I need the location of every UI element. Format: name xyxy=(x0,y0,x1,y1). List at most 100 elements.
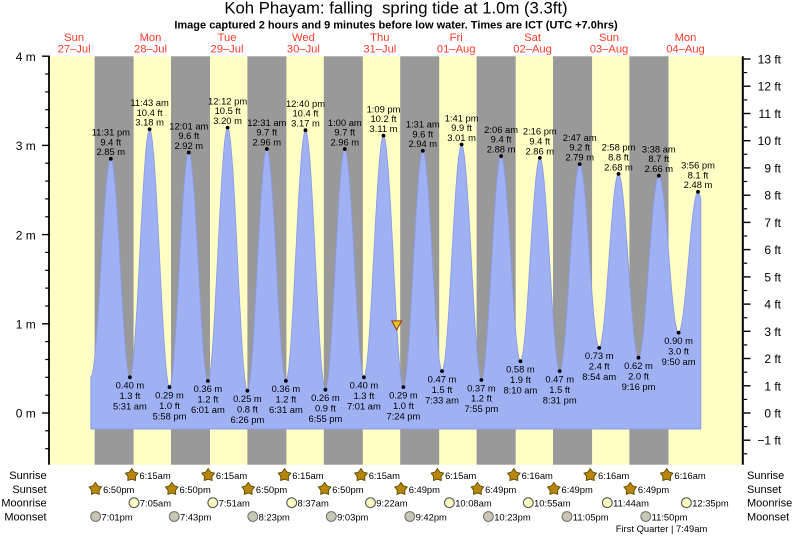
svg-text:6:16am: 6:16am xyxy=(598,470,629,481)
svg-text:6:50pm: 6:50pm xyxy=(332,484,363,495)
svg-text:12:12 pm: 12:12 pm xyxy=(208,95,247,106)
svg-text:2 ft: 2 ft xyxy=(764,352,781,366)
svg-text:1.0 ft: 1.0 ft xyxy=(159,400,180,411)
svg-text:0.37 m: 0.37 m xyxy=(467,382,496,393)
svg-text:10.2 ft: 10.2 ft xyxy=(370,113,396,124)
svg-text:Koh Phayam: falling spring ti: Koh Phayam: falling spring tide at 1.0m … xyxy=(224,0,567,17)
svg-text:8.8 ft: 8.8 ft xyxy=(608,151,629,162)
svg-text:2.94 m: 2.94 m xyxy=(408,138,437,149)
svg-text:2.96 m: 2.96 m xyxy=(330,136,359,147)
svg-text:9.6 ft: 9.6 ft xyxy=(178,130,199,141)
svg-text:Sunset: Sunset xyxy=(747,484,781,496)
svg-text:Fri: Fri xyxy=(450,32,463,44)
svg-text:3:56 pm: 3:56 pm xyxy=(681,160,715,171)
svg-text:Mon: Mon xyxy=(140,32,162,44)
svg-text:7:24 pm: 7:24 pm xyxy=(386,410,420,421)
svg-text:First Quarter | 7:49am: First Quarter | 7:49am xyxy=(616,523,708,534)
svg-text:02–Aug: 02–Aug xyxy=(513,43,552,55)
svg-text:8:54 am: 8:54 am xyxy=(582,371,616,382)
svg-text:2.0 ft: 2.0 ft xyxy=(628,370,649,381)
svg-text:0 ft: 0 ft xyxy=(764,407,781,421)
svg-text:6:55 pm: 6:55 pm xyxy=(308,413,342,424)
svg-text:6:50pm: 6:50pm xyxy=(103,484,134,495)
svg-text:2.79 m: 2.79 m xyxy=(565,152,594,163)
svg-text:1.2 ft: 1.2 ft xyxy=(197,394,218,405)
svg-text:4 m: 4 m xyxy=(16,50,36,64)
svg-text:3.01 m: 3.01 m xyxy=(447,132,476,143)
svg-text:Sat: Sat xyxy=(524,32,542,44)
svg-text:29–Jul: 29–Jul xyxy=(211,43,244,55)
svg-text:13 ft: 13 ft xyxy=(758,53,782,67)
svg-text:Moonset: Moonset xyxy=(747,511,789,523)
svg-text:6:15am: 6:15am xyxy=(292,470,323,481)
svg-text:9:42pm: 9:42pm xyxy=(416,511,447,522)
svg-text:0 m: 0 m xyxy=(16,407,36,421)
svg-text:1.5 ft: 1.5 ft xyxy=(549,384,570,395)
svg-text:9 ft: 9 ft xyxy=(764,161,781,175)
svg-text:31–Jul: 31–Jul xyxy=(363,43,396,55)
svg-text:9.4 ft: 9.4 ft xyxy=(100,136,121,147)
svg-text:03–Aug: 03–Aug xyxy=(590,43,629,55)
svg-text:8:10 am: 8:10 am xyxy=(503,385,537,396)
svg-text:2.68 m: 2.68 m xyxy=(604,161,633,172)
svg-text:11:44am: 11:44am xyxy=(613,498,649,509)
svg-text:6:16am: 6:16am xyxy=(674,470,705,481)
svg-text:9.2 ft: 9.2 ft xyxy=(569,142,590,153)
svg-text:8 ft: 8 ft xyxy=(764,189,781,203)
svg-text:1.3 ft: 1.3 ft xyxy=(119,390,140,401)
svg-text:12:35pm: 12:35pm xyxy=(692,498,729,509)
svg-text:6:49pm: 6:49pm xyxy=(409,484,440,495)
svg-text:6:15am: 6:15am xyxy=(139,470,170,481)
svg-text:9:50 am: 9:50 am xyxy=(662,356,696,367)
svg-text:0.25 m: 0.25 m xyxy=(233,393,262,404)
svg-text:6:49pm: 6:49pm xyxy=(638,484,669,495)
svg-text:Image captured 2 hours and 9 m: Image captured 2 hours and 9 minutes bef… xyxy=(174,19,618,31)
svg-text:2 m: 2 m xyxy=(16,228,36,242)
svg-text:1:09 pm: 1:09 pm xyxy=(367,103,401,114)
svg-text:0.62 m: 0.62 m xyxy=(624,360,653,371)
svg-text:0.29 m: 0.29 m xyxy=(389,389,418,400)
svg-text:7 ft: 7 ft xyxy=(764,216,781,230)
svg-text:6:16am: 6:16am xyxy=(522,470,553,481)
svg-text:8:31 pm: 8:31 pm xyxy=(543,394,577,405)
svg-text:12:31 am: 12:31 am xyxy=(247,117,286,128)
svg-text:30–Jul: 30–Jul xyxy=(287,43,320,55)
svg-text:11:05pm: 11:05pm xyxy=(573,511,609,522)
svg-text:1.0 ft: 1.0 ft xyxy=(393,400,414,411)
svg-text:6:15am: 6:15am xyxy=(369,470,400,481)
svg-text:8.1 ft: 8.1 ft xyxy=(688,169,709,180)
svg-text:2.4 ft: 2.4 ft xyxy=(589,361,610,372)
svg-text:7:55 pm: 7:55 pm xyxy=(464,403,498,414)
svg-text:2:47 am: 2:47 am xyxy=(563,132,597,143)
svg-text:3.11 m: 3.11 m xyxy=(370,123,398,134)
svg-text:2.86 m: 2.86 m xyxy=(525,145,554,156)
svg-text:Mon: Mon xyxy=(675,32,697,44)
svg-text:0.73 m: 0.73 m xyxy=(585,350,614,361)
svg-text:−1 ft: −1 ft xyxy=(757,434,781,448)
svg-text:0.36 m: 0.36 m xyxy=(194,383,223,394)
svg-text:0.36 m: 0.36 m xyxy=(272,383,301,394)
svg-text:6:01 am: 6:01 am xyxy=(191,404,225,415)
svg-text:28–Jul: 28–Jul xyxy=(134,43,167,55)
svg-text:0.9 ft: 0.9 ft xyxy=(315,403,336,414)
svg-text:7:05am: 7:05am xyxy=(140,498,171,509)
svg-text:0.47 m: 0.47 m xyxy=(428,373,457,384)
svg-text:6 ft: 6 ft xyxy=(764,243,781,257)
svg-text:5:58 pm: 5:58 pm xyxy=(153,410,187,421)
svg-text:1.9 ft: 1.9 ft xyxy=(510,374,531,385)
svg-text:6:49pm: 6:49pm xyxy=(562,484,593,495)
svg-text:3.17 m: 3.17 m xyxy=(291,118,320,129)
svg-text:2.88 m: 2.88 m xyxy=(487,144,516,155)
svg-text:1:00 am: 1:00 am xyxy=(328,117,362,128)
svg-text:6:50pm: 6:50pm xyxy=(256,484,287,495)
svg-text:Sunset: Sunset xyxy=(12,484,46,496)
svg-text:9.6 ft: 9.6 ft xyxy=(412,128,433,139)
svg-text:7:51am: 7:51am xyxy=(219,498,250,509)
svg-text:11:50pm: 11:50pm xyxy=(652,511,688,522)
svg-text:6:50pm: 6:50pm xyxy=(180,484,211,495)
svg-text:9.7 ft: 9.7 ft xyxy=(256,127,277,138)
svg-text:1.2 ft: 1.2 ft xyxy=(275,394,296,405)
svg-text:10.4 ft: 10.4 ft xyxy=(292,108,318,119)
svg-text:1.3 ft: 1.3 ft xyxy=(353,390,374,401)
svg-text:2.48 m: 2.48 m xyxy=(684,179,713,190)
